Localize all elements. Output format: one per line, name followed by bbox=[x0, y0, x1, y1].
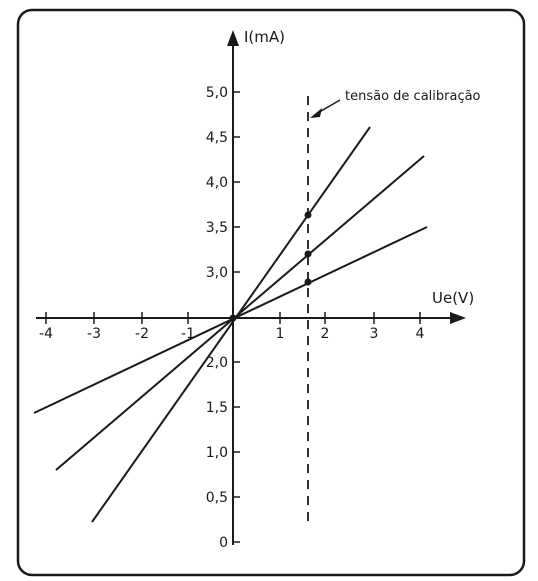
calibration-annotation: tensão de calibração bbox=[345, 89, 481, 104]
y-tick-label: 3,0 bbox=[206, 265, 228, 281]
annotation-arrow-icon bbox=[310, 108, 322, 118]
y-tick-label: 2,0 bbox=[206, 355, 228, 371]
x-tick-label: -2 bbox=[135, 326, 149, 342]
y-axis-ticks: 5,0 4,5 4,0 3,5 3,0 2,0 1,5 1,0 0,5 0 bbox=[206, 85, 240, 551]
origin-point bbox=[229, 314, 237, 322]
y-axis-arrow-icon bbox=[227, 30, 239, 46]
x-tick-label: 4 bbox=[416, 326, 425, 342]
y-axis-label: I(mA) bbox=[244, 28, 285, 46]
x-tick-label: 2 bbox=[321, 326, 330, 342]
calibration-point-3 bbox=[304, 278, 312, 286]
y-tick-label: 3,5 bbox=[206, 220, 228, 236]
characteristic-line-medium bbox=[55, 155, 425, 471]
x-tick-label: -4 bbox=[39, 326, 53, 342]
y-tick-label: 5,0 bbox=[206, 85, 228, 101]
calibration-point-1 bbox=[304, 211, 312, 219]
x-axis-label: Ue(V) bbox=[432, 289, 474, 307]
y-tick-label: 4,5 bbox=[206, 130, 228, 146]
y-tick-label: 1,0 bbox=[206, 445, 228, 461]
diagram-frame bbox=[16, 8, 526, 577]
y-tick-label: 0,5 bbox=[206, 490, 228, 506]
y-tick-label: 4,0 bbox=[206, 175, 228, 191]
characteristic-line-steep bbox=[91, 126, 371, 523]
x-axis-arrow-icon bbox=[450, 312, 466, 324]
x-tick-label: 3 bbox=[370, 326, 379, 342]
calibration-point-2 bbox=[304, 250, 312, 258]
x-tick-label: -3 bbox=[87, 326, 101, 342]
y-tick-label: 1,5 bbox=[206, 400, 228, 416]
x-tick-label: 1 bbox=[276, 326, 285, 342]
y-tick-label: 0 bbox=[219, 535, 228, 551]
